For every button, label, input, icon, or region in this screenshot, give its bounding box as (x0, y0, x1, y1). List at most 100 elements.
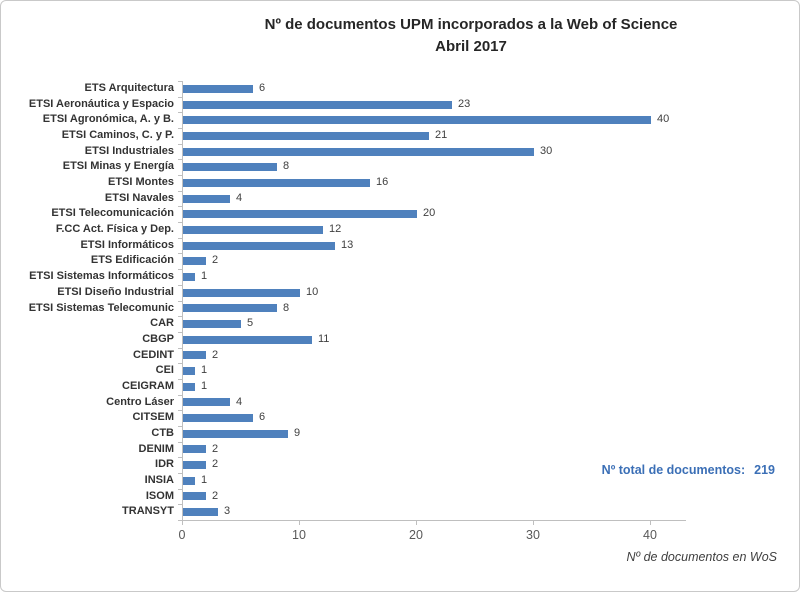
bar-value-label: 4 (236, 395, 243, 408)
category-label: ETSI Aeronáutica y Espacio (28, 97, 174, 110)
bar-value-label: 3 (224, 505, 231, 518)
bar (183, 100, 452, 109)
x-axis-tick-label: 10 (292, 528, 306, 542)
bar-value-label: 40 (657, 113, 670, 126)
bar-value-label: 1 (201, 379, 208, 392)
y-axis-tick (178, 175, 182, 176)
bar-value-label: 30 (540, 144, 553, 157)
bar-value-label: 1 (201, 473, 208, 486)
y-axis-tick (178, 504, 182, 505)
x-axis-title: Nº de documentos en WoS (626, 550, 777, 564)
category-label: CAR (150, 317, 174, 330)
category-label: ETSI Navales (104, 191, 174, 204)
x-axis-tick (533, 521, 534, 525)
bar (183, 241, 335, 250)
y-axis-tick (178, 410, 182, 411)
y-axis-tick (178, 238, 182, 239)
y-axis-tick (178, 426, 182, 427)
x-axis-tick-label: 20 (409, 528, 423, 542)
bar (183, 272, 195, 281)
category-label: ETSI Caminos, C. y P. (61, 129, 174, 142)
bar (183, 398, 230, 407)
category-label: CITSEM (132, 411, 174, 424)
x-axis-tick (299, 521, 300, 525)
category-label: TRANSYT (122, 505, 174, 518)
y-axis-tick (178, 363, 182, 364)
bar (183, 320, 241, 329)
category-label: ETSI Sistemas Informáticos (29, 270, 174, 283)
plot-area: 6 23 40 21 30 8 16 4 20 12 13 2 1 10 8 5 11 2 1 1 4 6 9 2 2 1 2 3 (182, 81, 686, 521)
y-axis-tick (178, 97, 182, 98)
y-axis-tick (178, 457, 182, 458)
bar-value-label: 4 (236, 191, 243, 204)
category-label: CEIGRAM (122, 379, 174, 392)
bar (183, 163, 277, 172)
category-label: ETSI Montes (107, 176, 174, 189)
y-axis-tick (178, 395, 182, 396)
category-label: ETS Edificación (90, 254, 174, 267)
x-axis-tick (650, 521, 651, 525)
y-axis-tick (178, 489, 182, 490)
category-label: ETSI Telecomunicación (51, 207, 174, 220)
bar-value-label: 12 (329, 223, 342, 236)
bar (183, 84, 253, 93)
y-axis-tick (178, 442, 182, 443)
category-label: ETS Arquitectura (84, 82, 174, 94)
y-axis-tick (178, 301, 182, 302)
total-documents-annotation: Nº total de documentos: 219 (602, 463, 775, 477)
category-label: ETSI Minas y Energía (62, 160, 174, 173)
category-label: ETSI Sistemas Telecomunic (28, 301, 174, 314)
bar (183, 351, 206, 360)
category-label: ETSI Industriales (84, 144, 174, 157)
category-label: CEI (155, 364, 174, 377)
bar (183, 461, 206, 470)
category-label: IDR (155, 458, 174, 471)
bar (183, 194, 230, 203)
category-label: Centro Láser (106, 395, 174, 408)
chart-title-line1: Nº de documentos UPM incorporados a la W… (264, 16, 678, 33)
y-axis-tick (178, 159, 182, 160)
y-axis-tick (178, 191, 182, 192)
y-axis-tick (178, 222, 182, 223)
category-label: ETSI Informáticos (80, 238, 174, 251)
bar-value-label: 13 (341, 238, 354, 251)
bar (183, 257, 206, 266)
bar-value-label: 2 (212, 458, 219, 471)
bar-value-label: 1 (201, 270, 208, 283)
y-axis-tick (178, 379, 182, 380)
bar (183, 304, 277, 313)
bar (183, 382, 195, 391)
bar (183, 335, 312, 344)
bar (183, 210, 417, 219)
bar-value-label: 23 (458, 97, 471, 110)
y-axis-tick (178, 332, 182, 333)
category-label: CTB (151, 426, 174, 439)
bar (183, 131, 429, 140)
x-axis-tick-label: 0 (178, 528, 186, 542)
y-axis-tick (178, 269, 182, 270)
bar-value-label: 9 (294, 426, 301, 439)
y-axis-tick (178, 206, 182, 207)
y-axis-tick (178, 144, 182, 145)
category-label: ETSI Diseño Industrial (57, 285, 174, 298)
bar (183, 492, 206, 501)
x-axis-tick (182, 521, 183, 525)
category-label: ISOM (145, 489, 174, 502)
y-axis-tick (178, 112, 182, 113)
x-axis-tick-label: 30 (526, 528, 540, 542)
bar-value-label: 21 (435, 129, 448, 142)
bar (183, 147, 534, 156)
bar (183, 429, 288, 438)
y-axis-tick (178, 81, 182, 82)
y-axis-tick (178, 253, 182, 254)
bar (183, 414, 253, 423)
x-axis-tick-label: 40 (643, 528, 657, 542)
category-label: CBGP (142, 332, 174, 345)
bar (183, 178, 370, 187)
bar-value-label: 5 (247, 317, 254, 330)
category-label: INSIA (144, 473, 174, 486)
bar-value-label: 8 (283, 160, 290, 173)
x-axis-tick (416, 521, 417, 525)
chart-title-line2: Abril 2017 (435, 38, 507, 55)
